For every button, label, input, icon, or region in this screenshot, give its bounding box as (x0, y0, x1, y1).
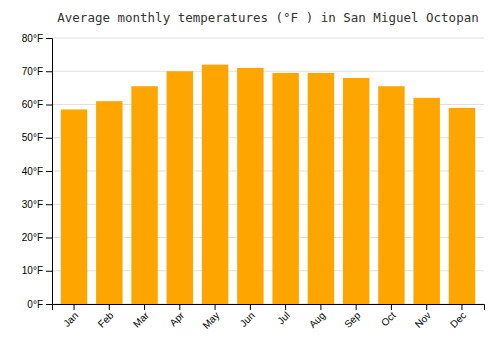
bar (96, 101, 122, 304)
tick-mark (46, 204, 52, 205)
tick: Dec (448, 304, 468, 330)
tick: 40°F (22, 166, 52, 177)
tick-label: Jun (238, 310, 257, 329)
tick-label: Feb (96, 309, 116, 329)
bar (308, 73, 334, 304)
grid-line (52, 38, 484, 39)
tick-mark (215, 304, 216, 310)
bar (202, 65, 228, 304)
tick-label: Apr (167, 309, 186, 328)
tick: May (200, 304, 221, 331)
tick-mark (144, 304, 145, 310)
tick-mark (46, 71, 52, 72)
tick-mark (46, 105, 52, 106)
tick-label: Nov (413, 310, 433, 330)
grid (52, 38, 484, 304)
bar (167, 71, 193, 304)
tick-mark (461, 304, 462, 310)
tick: 20°F (22, 232, 52, 243)
axis-line (46, 39, 53, 305)
chart: Average monthly temperatures (°F ) in Sa… (0, 0, 500, 350)
tick: 10°F (22, 265, 52, 276)
bars (61, 65, 475, 304)
tick: 0°F (27, 299, 52, 310)
axis-line (53, 305, 485, 311)
tick-label: Aug (307, 310, 327, 330)
grid-line (52, 71, 484, 72)
tick-label: Dec (448, 310, 468, 330)
tick-label: 0°F (27, 299, 43, 310)
tick-mark (46, 138, 52, 139)
bar (413, 98, 439, 304)
bar (272, 73, 298, 304)
tick-label: 20°F (22, 232, 43, 243)
tick-label: 30°F (22, 199, 43, 210)
title: Average monthly temperatures (°F ) in Sa… (57, 10, 478, 25)
tick: 50°F (22, 132, 52, 143)
tick-label: 70°F (22, 66, 43, 77)
tick-label: Jul (275, 310, 292, 327)
tick-mark (356, 304, 357, 310)
tick-mark (250, 304, 251, 310)
tick: Mar (131, 304, 151, 330)
plot: 0°F 10°F 20°F 30°F 40°F 50°F 60°F 70°F 80°F Jan Fe… (22, 33, 485, 331)
tick-label: 50°F (22, 132, 43, 143)
tick-mark (109, 304, 110, 310)
tick-mark (46, 171, 52, 172)
tick-mark (320, 304, 321, 310)
tick-label: May (200, 310, 221, 331)
y-axis: 0°F 10°F 20°F 30°F 40°F 50°F 60°F 70°F 80°F (22, 33, 53, 310)
tick-label: Jan (61, 310, 80, 329)
tick-label: 10°F (22, 265, 43, 276)
tick: Apr (167, 304, 186, 328)
bar (343, 78, 369, 304)
tick: Oct (379, 304, 398, 328)
x-axis: Jan Feb Mar Apr May Jun Jul Aug Sep Oct Nov Dec (53, 304, 485, 331)
bar (237, 68, 263, 304)
tick-mark (285, 304, 286, 310)
tick-mark (391, 304, 392, 310)
tick-mark (426, 304, 427, 310)
bar (131, 86, 157, 304)
bar (449, 108, 475, 304)
tick: Nov (413, 304, 433, 330)
tick: Jul (275, 304, 292, 326)
tick-label: Oct (379, 310, 398, 329)
tick: Jan (61, 304, 80, 329)
tick-label: 80°F (22, 33, 43, 44)
tick-mark (46, 271, 52, 272)
tick-mark (46, 304, 52, 305)
tick: Sep (342, 304, 363, 330)
bar (378, 86, 404, 304)
tick: Feb (96, 304, 116, 330)
tick-mark (179, 304, 180, 310)
tick-label: 60°F (22, 99, 43, 110)
tick-mark (46, 238, 52, 239)
tick: Aug (307, 304, 327, 330)
tick-label: Sep (342, 309, 363, 330)
tick: 70°F (22, 66, 52, 77)
tick: 30°F (22, 199, 52, 210)
tick-mark (74, 304, 75, 310)
tick-label: Mar (131, 309, 151, 329)
tick-label: 40°F (22, 166, 43, 177)
bar (61, 109, 87, 304)
tick: 60°F (22, 99, 52, 110)
tick: Jun (238, 304, 257, 329)
tick: 80°F (22, 33, 52, 44)
tick-mark (46, 38, 52, 39)
